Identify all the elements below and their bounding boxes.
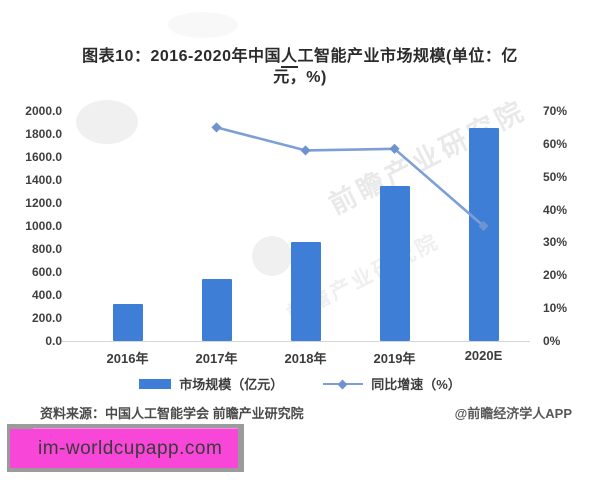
title-text: 图表10：2016-2020年中国	[82, 48, 281, 65]
legend-label: 市场规模（亿元）	[179, 377, 284, 392]
y-axis-tick-left: 1400.0	[25, 173, 62, 187]
y-axis-left: 2000.0 1800.0 1600.0 1400.0 1200.0 1000.0 800.…	[14, 103, 62, 349]
bar-series-swatch-icon	[139, 378, 172, 389]
y-axis-tick-right: 10%	[543, 301, 568, 315]
title-text: 工智能产业市场规模(单位：亿	[297, 48, 518, 65]
y-axis-right: 70% 60% 50% 40% 30% 20% 10% 0%	[543, 103, 585, 349]
source-note: 资料来源：中国人工智能学会 前瞻产业研究院	[40, 406, 304, 421]
watermark-logo	[168, 12, 238, 38]
y-axis-tick-right: 0%	[543, 334, 561, 348]
y-axis-tick-right: 40%	[543, 203, 568, 217]
y-axis-tick-left: 1200.0	[25, 196, 62, 210]
chart-title-line2: 元，%)	[273, 69, 327, 86]
x-axis-label-2017年: 2017年	[195, 351, 238, 366]
y-axis-tick-right: 20%	[543, 268, 568, 282]
y-axis-tick-left: 200.0	[31, 311, 62, 325]
x-axis-label-2016年: 2016年	[106, 351, 149, 366]
legend: 市场规模（亿元） 同比增速（%）	[0, 374, 600, 393]
growth-line	[216, 126, 485, 227]
bar-2017年	[201, 279, 232, 341]
y-axis-tick-left: 0.0	[45, 334, 62, 348]
y-axis-tick-right: 50%	[543, 170, 568, 184]
bar-2020E	[468, 128, 499, 341]
y-axis-tick-right: 30%	[543, 235, 568, 249]
bar-2019年	[379, 186, 410, 341]
bar-2018年	[290, 242, 321, 341]
bar-2016年	[112, 304, 143, 341]
x-axis-label-2018年: 2018年	[284, 351, 327, 366]
y-axis-tick-left: 1800.0	[25, 127, 62, 141]
y-axis-tick-left: 400.0	[31, 288, 62, 302]
credit-note: @前瞻经济学人APP	[454, 406, 572, 421]
x-axis-line	[62, 341, 530, 342]
legend-item-growth-rate: 同比增速（%）	[323, 374, 461, 393]
y-axis-tick-left: 1000.0	[25, 219, 62, 233]
x-axis-label-2019年: 2019年	[373, 351, 416, 366]
legend-label: 同比增速（%）	[371, 377, 461, 392]
y-axis-tick-right: 70%	[543, 104, 568, 118]
line-series-swatch-icon	[323, 379, 364, 389]
x-axis-label-2020E: 2020E	[464, 348, 503, 363]
y-axis-tick-left: 1600.0	[25, 150, 62, 164]
growth-marker	[211, 122, 222, 133]
link-box-body[interactable]: im-worldcupapp.com	[10, 429, 238, 468]
link-text[interactable]: im-worldcupapp.com	[38, 437, 223, 459]
y-axis-tick-left: 600.0	[31, 265, 62, 279]
plot-area	[83, 111, 528, 341]
y-axis-tick-left: 2000.0	[25, 104, 62, 118]
y-axis-tick-right: 60%	[543, 137, 568, 151]
chart-title: 图表10：2016-2020年中国人工智能产业市场规模(单位：亿 元，%)	[40, 46, 560, 88]
y-axis-tick-left: 800.0	[31, 242, 62, 256]
growth-line-layer	[211, 122, 489, 232]
x-axis-labels: 2016年 2017年 2018年 2019年 2020E	[83, 348, 528, 366]
watermark-link-box[interactable]: im-worldcupapp.com	[0, 420, 260, 478]
growth-marker	[300, 145, 311, 156]
title-underlined-char: 人	[280, 48, 298, 68]
legend-item-market-size: 市场规模（亿元）	[139, 374, 283, 393]
chart-title-line1: 图表10：2016-2020年中国人工智能产业市场规模(单位：亿	[40, 46, 560, 68]
